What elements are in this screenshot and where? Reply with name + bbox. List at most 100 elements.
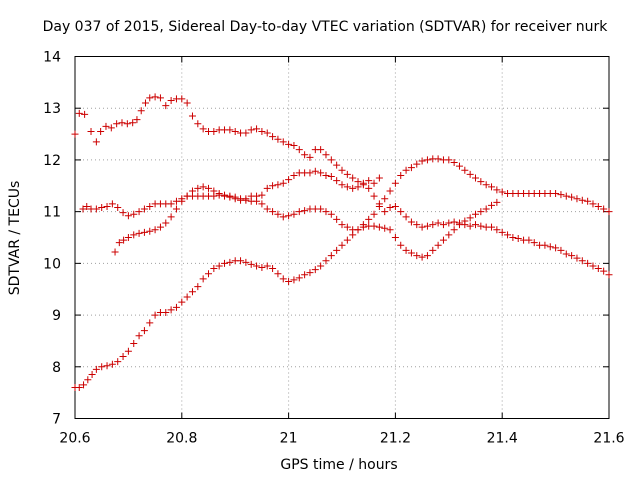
data-point xyxy=(530,239,538,247)
data-point xyxy=(102,122,110,130)
data-point xyxy=(146,319,154,327)
data-point xyxy=(461,166,469,174)
data-point xyxy=(183,293,191,301)
data-point xyxy=(402,166,410,174)
data-point xyxy=(306,269,314,277)
data-point xyxy=(242,129,250,137)
series-trace-a xyxy=(71,93,613,279)
data-point xyxy=(221,191,229,199)
data-point xyxy=(188,187,196,195)
data-point xyxy=(488,201,496,209)
y-tick-label: 9 xyxy=(52,308,61,324)
data-point xyxy=(434,241,442,249)
data-point xyxy=(258,191,266,199)
data-point xyxy=(129,119,137,127)
data-point xyxy=(285,140,293,148)
data-point xyxy=(605,271,613,279)
data-point xyxy=(119,352,127,360)
data-point xyxy=(258,200,266,208)
data-point xyxy=(172,303,180,311)
data-point xyxy=(135,208,143,216)
data-point xyxy=(285,176,293,184)
x-axis-label: GPS time / hours xyxy=(280,457,397,473)
data-point xyxy=(546,243,554,251)
data-point xyxy=(557,191,565,199)
x-tick-label: 20.8 xyxy=(166,431,197,447)
data-point xyxy=(210,265,218,273)
data-point xyxy=(407,164,415,172)
data-point xyxy=(466,222,474,230)
data-point xyxy=(477,178,485,186)
data-point xyxy=(349,174,357,182)
data-point xyxy=(461,217,469,225)
data-point xyxy=(509,234,517,241)
data-point xyxy=(568,193,576,201)
data-point xyxy=(194,184,202,192)
data-point xyxy=(439,221,447,229)
data-point xyxy=(274,135,282,143)
data-point xyxy=(140,327,148,335)
data-point xyxy=(135,229,143,237)
data-point xyxy=(279,179,287,187)
data-point xyxy=(589,262,597,270)
data-point xyxy=(359,179,367,187)
data-point xyxy=(253,192,261,200)
data-point xyxy=(557,246,565,254)
data-point xyxy=(167,213,175,221)
data-point xyxy=(423,222,431,230)
data-point xyxy=(370,179,378,187)
data-point xyxy=(578,196,586,204)
data-point xyxy=(482,205,490,213)
data-point xyxy=(274,210,282,218)
data-point xyxy=(514,235,522,243)
data-point xyxy=(98,204,106,212)
data-point xyxy=(504,231,512,239)
data-point xyxy=(455,162,463,170)
data-point xyxy=(600,267,608,275)
data-point xyxy=(295,274,303,282)
data-point xyxy=(589,200,597,208)
data-point xyxy=(87,127,95,135)
data-point xyxy=(113,120,121,128)
data-point xyxy=(498,228,506,236)
data-point xyxy=(130,340,138,348)
data-point xyxy=(133,116,141,124)
data-point xyxy=(573,254,581,262)
data-point xyxy=(562,192,570,200)
y-tick-label: 13 xyxy=(43,101,61,117)
data-point xyxy=(477,208,485,216)
data-point xyxy=(338,166,346,174)
data-point xyxy=(141,99,149,107)
data-point xyxy=(151,226,159,234)
data-point xyxy=(338,241,346,249)
x-tick-label: 20.6 xyxy=(59,431,90,447)
data-point xyxy=(423,252,431,260)
data-point xyxy=(333,161,341,169)
data-point xyxy=(258,127,266,135)
data-point xyxy=(552,190,560,198)
data-point xyxy=(263,262,271,270)
data-point xyxy=(370,222,378,230)
data-point xyxy=(114,358,122,366)
data-point xyxy=(493,198,501,206)
data-point xyxy=(418,157,426,165)
data-point xyxy=(92,365,100,373)
data-point xyxy=(221,259,229,267)
data-point xyxy=(92,138,100,146)
data-point xyxy=(338,181,346,189)
data-point xyxy=(359,221,367,229)
data-point xyxy=(594,202,602,210)
data-point xyxy=(391,202,399,210)
data-point xyxy=(194,283,202,291)
data-point xyxy=(146,94,154,102)
data-point xyxy=(317,205,325,213)
data-point xyxy=(162,308,170,316)
data-point xyxy=(123,120,131,128)
data-point xyxy=(311,167,319,175)
data-point xyxy=(130,210,138,218)
data-point xyxy=(274,181,282,189)
data-point xyxy=(413,221,421,229)
data-point xyxy=(397,208,405,216)
data-point xyxy=(525,236,533,244)
